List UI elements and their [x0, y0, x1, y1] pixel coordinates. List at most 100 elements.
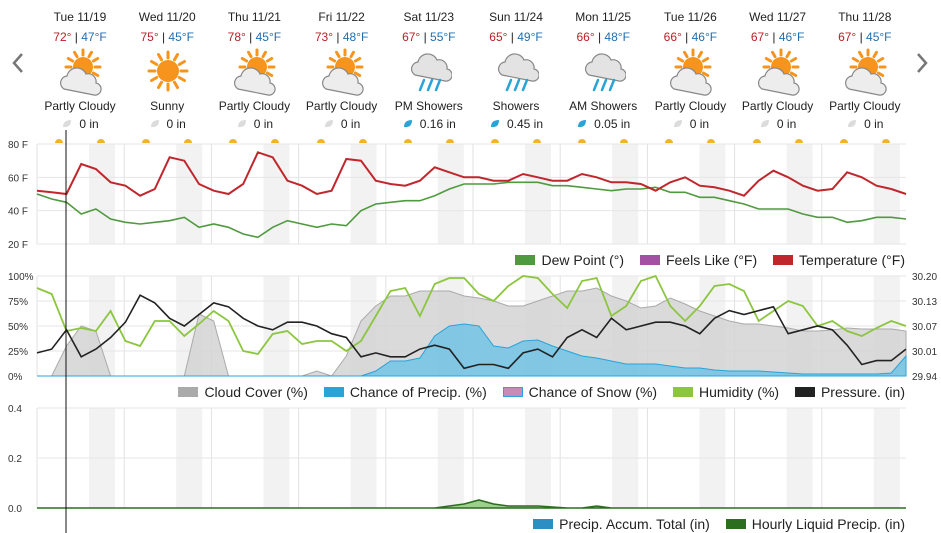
- raindrop-icon: [489, 118, 501, 134]
- panel-background: [37, 144, 906, 244]
- day-precip: 0.16 in: [386, 116, 472, 134]
- day-card[interactable]: Tue 11/19 72° | 47°F Partly Cloudy 0 in: [37, 9, 123, 144]
- y-tick-label: 0.0: [8, 504, 22, 515]
- day-card[interactable]: Wed 11/20 75° | 45°F Sunny 0 in: [124, 9, 210, 144]
- legend-pressure[interactable]: Pressure. (in): [794, 384, 905, 400]
- day-high: 75°: [140, 30, 159, 44]
- day-low: 48°F: [604, 30, 630, 44]
- legend-cloud-cover[interactable]: Cloud Cover (%): [178, 384, 308, 400]
- day-date: Tue 11/26: [664, 10, 717, 24]
- day-precip-amount: 0 in: [776, 117, 797, 131]
- day-precip-amount: 0 in: [340, 117, 361, 131]
- partly-cloudy-icon: [669, 47, 713, 97]
- day-date: Fri 11/22: [318, 10, 365, 24]
- showers-icon: [582, 47, 627, 97]
- night-band: [699, 144, 726, 244]
- day-precip-amount: 0 in: [166, 117, 186, 131]
- legend-hourly-precip[interactable]: Hourly Liquid Precip. (in): [725, 516, 905, 532]
- y-tick-label: 0.2: [8, 454, 22, 465]
- y2-tick-label: 30.20: [912, 272, 937, 283]
- partly-cloudy-icon: [757, 47, 801, 97]
- day-temps: 75° | 45°F: [140, 30, 194, 44]
- day-low: 45°F: [866, 30, 892, 44]
- pressure-line: [36, 294, 907, 370]
- sun-moon-markers: [822, 134, 908, 143]
- day-card[interactable]: Sat 11/23 67° | 55°F PM Showers 0.16 in: [386, 9, 472, 144]
- day-temps: 67° | 45°F: [838, 30, 892, 44]
- day-card[interactable]: Sun 11/24 65° | 49°F Showers 0.45 in: [473, 9, 559, 144]
- day-condition: Partly Cloudy: [829, 99, 901, 113]
- sun-moon-markers: [560, 134, 646, 143]
- day-date: Sun 11/24: [489, 10, 543, 24]
- day-card[interactable]: Thu 11/21 78° | 45°F Partly Cloudy 0 in: [211, 9, 297, 144]
- sun-moon-markers: [647, 134, 733, 143]
- day-card[interactable]: Thu 11/28 67° | 45°F Partly Cloudy 0 in: [822, 9, 908, 144]
- day-card[interactable]: Wed 11/27 67° | 46°F Partly Cloudy 0 in: [735, 9, 821, 144]
- day-high: 67°: [838, 30, 857, 44]
- precip-legend: Precip. Accum. Total (in) Hourly Liquid …: [521, 516, 905, 532]
- legend-temperature[interactable]: Temperature (°F): [773, 252, 905, 268]
- sun-moon-markers: [299, 134, 385, 143]
- y-tick-label: 0.4: [8, 404, 22, 415]
- raindrop-icon: [759, 118, 771, 134]
- raindrop-icon: [402, 118, 414, 134]
- nav-prev-button[interactable]: [8, 48, 28, 78]
- day-high: 66°: [576, 30, 595, 44]
- day-condition: Sunny: [150, 99, 185, 113]
- night-band: [873, 144, 900, 244]
- raindrop-icon: [61, 118, 73, 134]
- day-precip: 0 in: [299, 116, 385, 134]
- day-high: 67°: [750, 30, 770, 44]
- raindrop-icon: [236, 118, 248, 134]
- legend-feels-like[interactable]: Feels Like (°F): [639, 252, 757, 268]
- day-card[interactable]: Tue 11/26 66° | 46°F Partly Cloudy 0 in: [647, 9, 733, 144]
- legend-precip-accum[interactable]: Precip. Accum. Total (in): [533, 516, 710, 532]
- y2-tick-label: 30.07: [912, 322, 937, 333]
- day-precip: 0 in: [822, 116, 908, 134]
- night-band: [612, 144, 639, 244]
- day-low: 55°F: [430, 30, 456, 44]
- day-date: Mon 11/25: [575, 10, 632, 24]
- day-low: 48°F: [342, 30, 369, 44]
- y-tick-label: 100%: [8, 272, 34, 283]
- y2-tick-label: 30.13: [912, 297, 937, 308]
- legend-chance-precip[interactable]: Chance of Precip. (%): [323, 384, 487, 400]
- hourly-precip-area: [37, 499, 906, 509]
- legend-humidity[interactable]: Humidity (%): [672, 384, 779, 400]
- night-band: [525, 144, 551, 244]
- sun-moon-markers: [124, 134, 210, 143]
- day-temps: 78° | 45°F: [227, 30, 282, 44]
- day-high: 73°: [314, 30, 334, 44]
- day-high: 72°: [53, 30, 72, 44]
- day-precip-amount: 0.05 in: [594, 117, 631, 131]
- legend-dew-point[interactable]: Dew Point (°): [515, 252, 624, 268]
- partly-cloudy-icon: [321, 47, 365, 97]
- showers-icon: [495, 47, 540, 97]
- night-band: [437, 144, 464, 244]
- day-temps: 65° | 49°F: [489, 30, 543, 44]
- day-temps: 72° | 47°F: [53, 30, 107, 44]
- sunny-icon: [146, 47, 190, 97]
- temperature-legend: Dew Point (°) Feels Like (°F) Temperatur…: [503, 252, 905, 268]
- y-tick-label: 40 F: [8, 207, 28, 218]
- day-date: Wed 11/27: [749, 10, 807, 24]
- sun-moon-markers: [386, 134, 472, 143]
- chance-precip-area: [37, 323, 907, 377]
- night-band: [263, 144, 290, 244]
- day-low: 46°F: [691, 30, 718, 44]
- showers-icon: [408, 47, 453, 97]
- day-precip: 0 in: [211, 116, 297, 134]
- legend-chance-snow[interactable]: Chance of Snow (%): [502, 384, 657, 400]
- y-tick-label: 25%: [8, 347, 28, 358]
- raindrop-icon: [576, 118, 588, 134]
- day-condition: Partly Cloudy: [44, 99, 116, 113]
- partly-cloudy-icon: [59, 47, 103, 97]
- day-precip-amount: 0.45 in: [506, 117, 544, 131]
- nav-next-button[interactable]: [912, 48, 932, 78]
- day-card[interactable]: Fri 11/22 73° | 48°F Partly Cloudy 0 in: [299, 9, 385, 144]
- day-precip: 0 in: [735, 116, 821, 134]
- day-low: 49°F: [517, 30, 543, 44]
- day-low: 47°F: [81, 30, 107, 44]
- day-card[interactable]: Mon 11/25 66° | 48°F AM Showers 0.05 in: [560, 9, 646, 144]
